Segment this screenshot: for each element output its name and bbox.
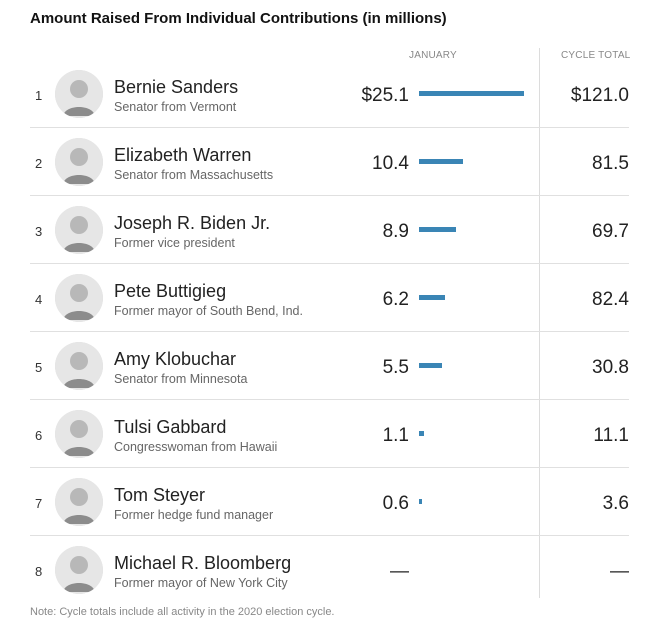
contributions-table: 1 Bernie Sanders Senator from Vermont $25.1… xyxy=(30,60,629,603)
candidate-name: Pete Buttigieg xyxy=(114,281,227,301)
january-value-label: 8.9 xyxy=(382,221,409,242)
rank-number: 1 xyxy=(35,88,43,103)
candidate-description: Senator from Minnesota xyxy=(114,372,248,386)
candidate-name: Tom Steyer xyxy=(114,485,206,505)
january-value-label: 10.4 xyxy=(372,153,409,174)
avatar xyxy=(55,274,103,322)
candidate-description: Congresswoman from Hawaii xyxy=(114,440,278,454)
january-bar xyxy=(419,159,463,164)
table-row: 4 Pete Buttigieg Former mayor of South Ben… xyxy=(30,264,629,332)
cycle-total-value-label: 82.4 xyxy=(592,289,629,310)
rank-number: 7 xyxy=(35,496,43,511)
avatar xyxy=(55,70,103,118)
table-row: 6 Tulsi Gabbard Congresswoman from Hawaii 1… xyxy=(30,400,629,468)
person-icon xyxy=(55,70,103,118)
avatar xyxy=(55,478,103,526)
person-icon xyxy=(55,410,103,458)
avatar xyxy=(55,342,103,390)
candidate-name: Bernie Sanders xyxy=(114,77,239,97)
january-value-label: — xyxy=(390,561,409,582)
rank-number: 2 xyxy=(35,156,43,171)
candidate-description: Former mayor of South Bend, Ind. xyxy=(114,304,303,318)
candidate-name: Elizabeth Warren xyxy=(114,145,252,165)
january-bar xyxy=(419,363,442,368)
candidate-description: Former vice president xyxy=(114,236,235,250)
rank-number: 4 xyxy=(35,292,43,307)
rank-number: 5 xyxy=(35,360,43,375)
candidate-description: Former hedge fund manager xyxy=(114,508,274,522)
january-bar xyxy=(419,295,445,300)
table-row: 8 Michael R. Bloomberg Former mayor of New… xyxy=(30,536,629,603)
january-value-label: 1.1 xyxy=(382,425,409,446)
cycle-total-value-label: 30.8 xyxy=(592,357,629,378)
january-bar xyxy=(419,227,456,232)
cycle-total-value-label: — xyxy=(610,561,629,582)
rank-number: 8 xyxy=(35,564,43,579)
candidate-name: Joseph R. Biden Jr. xyxy=(114,213,271,233)
candidate-name: Amy Klobuchar xyxy=(114,349,237,369)
person-icon xyxy=(55,206,103,254)
column-divider xyxy=(539,48,540,598)
rank-number: 6 xyxy=(35,428,43,443)
cycle-total-value-label: 69.7 xyxy=(592,221,629,242)
candidate-name: Tulsi Gabbard xyxy=(114,417,227,437)
footnote: Note: Cycle totals include all activity … xyxy=(30,606,335,618)
chart-title: Amount Raised From Individual Contributi… xyxy=(30,10,447,27)
column-header-cycle-total: CYCLE TOTAL xyxy=(561,50,631,61)
january-value-label: 6.2 xyxy=(382,289,409,310)
table-row: 2 Elizabeth Warren Senator from Massachuse… xyxy=(30,128,629,196)
candidate-description: Senator from Vermont xyxy=(114,100,237,114)
table-row: 5 Amy Klobuchar Senator from Minnesota 5.5 3… xyxy=(30,332,629,400)
person-icon xyxy=(55,478,103,526)
table-row: 3 Joseph R. Biden Jr. Former vice presiden… xyxy=(30,196,629,264)
avatar xyxy=(55,546,103,594)
cycle-total-value-label: 11.1 xyxy=(593,425,629,446)
january-value-label: 5.5 xyxy=(382,357,409,378)
candidate-name: Michael R. Bloomberg xyxy=(114,553,292,573)
cycle-total-value-label: 81.5 xyxy=(592,153,629,174)
candidate-description: Senator from Massachusetts xyxy=(114,168,274,182)
person-icon xyxy=(55,546,103,594)
table-row: 7 Tom Steyer Former hedge fund manager 0.6 3… xyxy=(30,468,629,536)
january-value-label: $25.1 xyxy=(361,85,409,106)
person-icon xyxy=(55,274,103,322)
january-value-label: 0.6 xyxy=(382,493,409,514)
person-icon xyxy=(55,342,103,390)
person-icon xyxy=(55,138,103,186)
avatar xyxy=(55,138,103,186)
avatar xyxy=(55,206,103,254)
table-row: 1 Bernie Sanders Senator from Vermont $25.1… xyxy=(30,60,629,128)
rank-number: 3 xyxy=(35,224,43,239)
january-bar xyxy=(419,91,524,96)
january-bar xyxy=(419,499,422,504)
column-header-january: JANUARY xyxy=(409,50,457,61)
january-bar xyxy=(419,431,424,436)
cycle-total-value-label: 3.6 xyxy=(602,493,629,514)
avatar xyxy=(55,410,103,458)
cycle-total-value-label: $121.0 xyxy=(570,85,629,106)
candidate-description: Former mayor of New York City xyxy=(114,576,288,590)
